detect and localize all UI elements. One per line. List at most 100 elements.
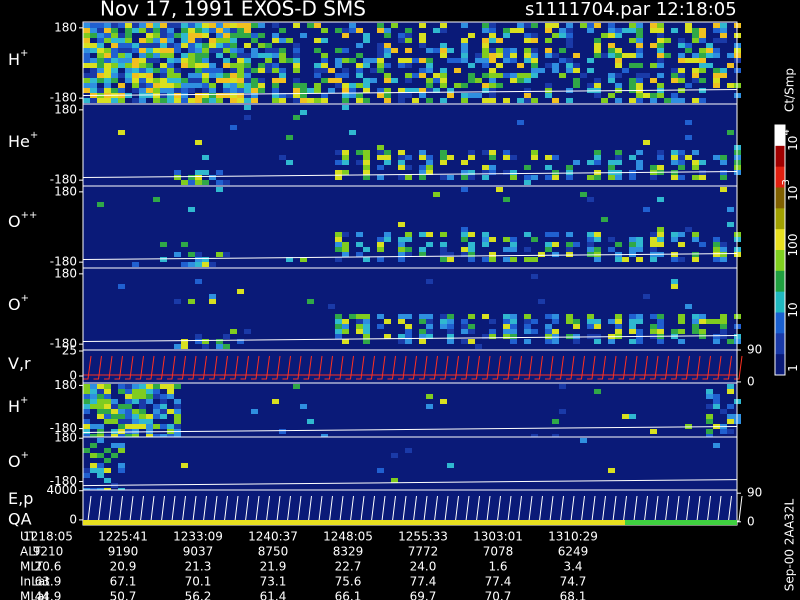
spectrogram-cell (636, 38, 643, 43)
spectrogram-cell (419, 247, 426, 252)
spectrogram-cell (377, 314, 384, 319)
spectrogram-cell (608, 53, 615, 58)
spectrogram-cell (209, 175, 216, 180)
spectrogram-cell (90, 78, 97, 83)
spectrogram-cell (139, 68, 146, 73)
spectrogram-cell (279, 48, 286, 53)
spectrogram-cell (153, 83, 160, 88)
spectrogram-cell (524, 73, 531, 78)
spectrogram-cell (720, 429, 727, 434)
spectrogram-cell (384, 48, 391, 53)
spectrogram-cell (195, 73, 202, 78)
spectrogram-cell (104, 63, 111, 68)
spectrogram-cell (692, 175, 699, 180)
spectrogram-cell (167, 394, 174, 399)
table-row-label: MLT (20, 560, 43, 574)
spectrogram-cell (174, 424, 181, 429)
spectrogram-cell (223, 23, 230, 28)
spectrogram-cell (524, 257, 531, 262)
spectrogram-cell (398, 314, 405, 319)
colorbar-segment (775, 145, 785, 168)
spectrogram-cell (713, 155, 720, 160)
spectrogram-cell (510, 314, 517, 319)
spectrogram-cell (482, 175, 489, 180)
spectrogram-cell (195, 98, 202, 103)
spectrogram-cell (587, 324, 594, 329)
spectrogram-cell (244, 78, 251, 83)
spectrogram-cell (167, 78, 174, 83)
spectrogram-cell (482, 314, 489, 319)
spectrogram-cell (622, 68, 629, 73)
spectrogram-cell (83, 419, 90, 424)
spectrogram-cell (517, 78, 524, 83)
spectrogram-cell (720, 324, 727, 329)
spectrogram-cell (657, 53, 664, 58)
spectrogram-cell (111, 28, 118, 33)
spectrogram-cell (699, 160, 706, 165)
table-cell: 9190 (108, 545, 139, 559)
y-tick-label: -180 (50, 474, 77, 488)
spectrogram-cell (111, 38, 118, 43)
spectrogram-cell (349, 23, 356, 28)
spectrogram-cell (524, 247, 531, 252)
spectrogram-cell (678, 232, 685, 237)
spectrogram-cell (188, 33, 195, 38)
spectrogram-cell (363, 339, 370, 344)
spectrogram-cell (468, 257, 475, 262)
spectrogram-cell (230, 53, 237, 58)
spectrogram-cell (601, 33, 608, 38)
spectrogram-cell (223, 88, 230, 93)
trace-line (82, 89, 738, 97)
spectrogram-cell (132, 78, 139, 83)
spectrogram-cell (713, 247, 720, 252)
spectrogram-cell (104, 23, 111, 28)
spectrogram-cell (104, 389, 111, 394)
spectrogram-cell (174, 409, 181, 414)
spectrogram-cell (97, 58, 104, 63)
spectrogram-cell (104, 448, 111, 453)
spectrogram-cell (503, 33, 510, 38)
spectrogram-cell (608, 160, 615, 165)
spectrogram-cell (489, 68, 496, 73)
spectrogram-cell (566, 58, 573, 63)
spectrogram-cell (489, 329, 496, 334)
spectrogram-cell (482, 53, 489, 58)
spectrogram-cell (426, 155, 433, 160)
spectrogram-cell (489, 58, 496, 63)
spectrogram-cell (244, 53, 251, 58)
y2-tick-label: 0 (747, 514, 755, 528)
spectrogram-cell (251, 23, 258, 28)
spectrogram-cell (384, 53, 391, 58)
spectrogram-cell (629, 324, 636, 329)
spectrogram-cell (447, 324, 454, 329)
spectrogram-cell (146, 88, 153, 93)
spectrogram-cell (657, 38, 664, 43)
spectrogram-cell (426, 98, 433, 103)
spectrogram-cell (615, 314, 622, 319)
spectrogram-cell (545, 324, 552, 329)
spectrogram-cell (230, 88, 237, 93)
spectrogram-cell (160, 414, 167, 419)
spectrogram-cell (573, 83, 580, 88)
spectrogram-cell (566, 63, 573, 68)
spectrogram-cell (517, 23, 524, 28)
spectrogram-cell (335, 237, 342, 242)
spectrogram-cell (174, 73, 181, 78)
spectrogram-cell (650, 98, 657, 103)
table-cell: 44.9 (35, 590, 62, 600)
spectrogram-cell (279, 155, 286, 160)
spectrogram-cell (594, 38, 601, 43)
spectrogram-cell (566, 43, 573, 48)
spectrogram-cell (482, 165, 489, 170)
spectrogram-cell (671, 284, 678, 289)
spectrogram-cell (468, 155, 475, 160)
spectrogram-cell (377, 48, 384, 53)
spectrogram-cell (160, 424, 167, 429)
spectrogram-cell (573, 68, 580, 73)
spectrogram-cell (419, 93, 426, 98)
spectrogram-cell (692, 68, 699, 73)
spectrogram-cell (657, 165, 664, 170)
spectrogram-cell (566, 314, 573, 319)
spectrogram-cell (342, 242, 349, 247)
spectrogram-cell (335, 150, 342, 155)
